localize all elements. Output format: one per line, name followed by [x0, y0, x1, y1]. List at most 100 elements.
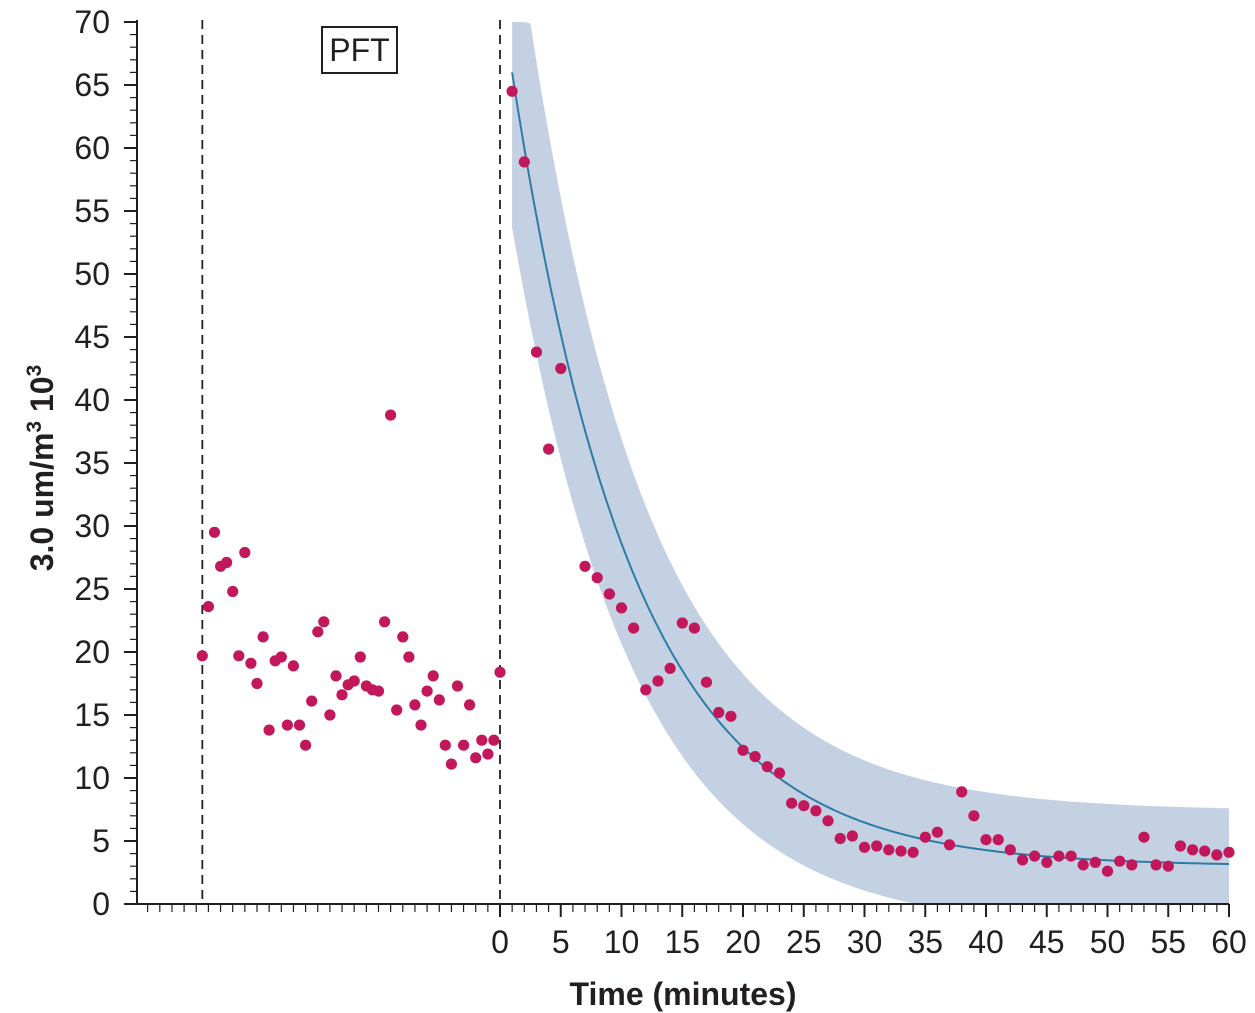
y-tick-label: 5	[92, 823, 110, 859]
data-point-post	[676, 617, 688, 629]
data-point-post	[1029, 850, 1041, 862]
data-point-post	[1016, 854, 1029, 866]
data-point-post	[664, 662, 676, 675]
data-point-post	[919, 831, 931, 843]
x-tick-label: 25	[786, 924, 822, 960]
data-point-post	[1138, 831, 1150, 843]
data-point-pre	[354, 651, 366, 663]
data-point-pre	[275, 651, 287, 663]
data-point-post	[1004, 844, 1016, 856]
data-point-pre	[476, 734, 488, 746]
data-point-post	[834, 832, 846, 845]
confidence-band-layer	[512, 22, 1229, 904]
y-axis-title-tail: 10	[24, 376, 60, 420]
y-tick-label: 30	[74, 508, 110, 544]
data-point-pre	[433, 694, 445, 706]
x-tick-label: 40	[968, 924, 1004, 960]
data-point-post	[688, 622, 701, 634]
data-point-post	[1053, 850, 1065, 862]
data-point-post	[1077, 859, 1089, 871]
data-point-pre	[488, 734, 500, 746]
y-tick-label: 35	[74, 445, 110, 481]
data-point-post	[822, 815, 834, 827]
data-points-layer	[196, 85, 1235, 877]
data-point-pre	[312, 626, 324, 638]
y-tick-label: 10	[74, 760, 110, 796]
data-point-pre	[287, 660, 299, 672]
data-point-post	[992, 834, 1004, 846]
data-point-pre	[470, 752, 482, 764]
data-point-pre	[300, 739, 312, 751]
data-point-pre	[482, 748, 494, 760]
data-point-post	[1089, 856, 1101, 869]
data-point-pre	[415, 719, 427, 731]
data-point-pre	[293, 719, 306, 731]
data-point-post	[1126, 859, 1138, 871]
data-point-pre	[409, 699, 421, 711]
y-tick-label: 55	[74, 193, 110, 229]
data-point-post	[640, 684, 652, 696]
data-point-post	[543, 443, 555, 455]
data-point-post	[931, 826, 944, 838]
data-point-pre	[336, 689, 348, 701]
data-point-post	[968, 810, 980, 822]
y-tick-label: 40	[74, 382, 110, 418]
data-point-pre	[221, 556, 233, 569]
data-point-post	[506, 85, 518, 97]
axes: 0 5 10 15 20 25 30 35 40 45 50 55 60 65 70 0 5 10 15 20 25 30…	[74, 4, 1246, 960]
data-point-pre	[421, 685, 433, 697]
data-point-pre	[330, 670, 342, 682]
data-point-post	[956, 786, 968, 798]
data-point-post	[713, 706, 725, 719]
data-point-pre	[397, 631, 409, 643]
x-tick-label: 60	[1211, 924, 1247, 960]
y-tick-label: 45	[74, 319, 110, 355]
y-tick-label: 20	[74, 634, 110, 670]
pft-annotation-label: PFT	[329, 32, 389, 68]
data-point-post	[810, 805, 822, 817]
x-tick-label: 15	[664, 924, 700, 960]
data-point-post	[737, 744, 749, 756]
data-point-post	[858, 841, 871, 853]
data-point-post	[579, 560, 591, 572]
data-point-pre	[281, 719, 293, 731]
data-point-post	[773, 767, 786, 779]
data-point-pre	[245, 657, 257, 669]
confidence-band	[512, 22, 1229, 904]
x-tick-label: 45	[1029, 924, 1065, 960]
data-point-pre	[494, 666, 506, 678]
x-tick-label: 0	[491, 924, 509, 960]
data-point-post	[749, 751, 761, 763]
x-tick-label: 35	[907, 924, 943, 960]
x-tick-label: 20	[725, 924, 761, 960]
data-point-post	[1101, 865, 1114, 877]
data-point-post	[1041, 856, 1053, 869]
x-tick-label: 30	[847, 924, 883, 960]
data-point-pre	[257, 631, 269, 643]
data-point-post	[980, 834, 992, 846]
data-point-pre	[348, 675, 360, 687]
data-point-post	[846, 830, 859, 842]
data-point-pre	[318, 616, 330, 628]
x-tick-label: 5	[552, 924, 570, 960]
data-point-pre	[233, 650, 245, 662]
data-point-pre	[306, 695, 318, 707]
x-tick-label: 50	[1090, 924, 1126, 960]
x-axis-title: Time (minutes)	[570, 976, 797, 1012]
data-point-post	[907, 846, 919, 858]
data-point-pre	[208, 526, 221, 538]
data-point-pre	[451, 680, 464, 692]
y-tick-label: 0	[92, 886, 110, 922]
data-point-post	[700, 676, 713, 688]
x-tick-label: 55	[1150, 924, 1186, 960]
y-axis-title-superscript: 3	[23, 421, 46, 433]
y-axis-title-main: 3.0 um/m	[24, 433, 60, 572]
data-point-pre	[427, 670, 439, 682]
data-point-pre	[379, 616, 391, 628]
data-point-post	[1174, 840, 1186, 852]
data-point-pre	[403, 651, 415, 663]
y-axis-title-superscript-2: 3	[23, 365, 46, 377]
y-tick-label: 60	[74, 130, 110, 166]
data-point-post	[1223, 846, 1235, 858]
data-point-post	[1114, 855, 1126, 867]
